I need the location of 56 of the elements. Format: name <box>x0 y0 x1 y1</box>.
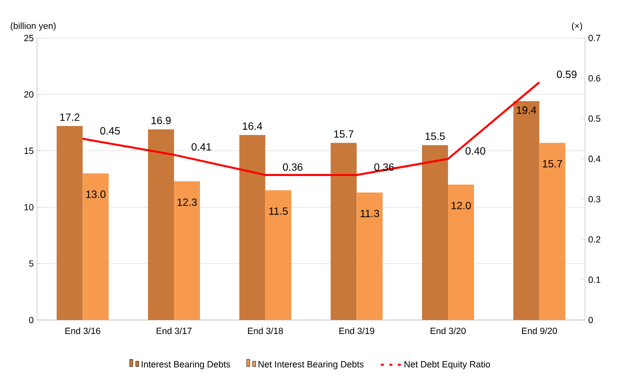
y2-tick-label: 0.6 <box>588 75 600 82</box>
data-label: 16.9 <box>152 116 171 124</box>
y-axis-title: (billion yen) <box>10 22 56 31</box>
y-tick-label: 0 <box>29 316 34 324</box>
bar <box>239 135 266 320</box>
y2-tick-label: 0.5 <box>588 115 600 122</box>
legend-label: Net Interest Bearing Debts <box>258 360 364 370</box>
y2-tick-label: 0.1 <box>588 276 600 283</box>
bar <box>148 129 174 320</box>
data-label: 0.59 <box>556 70 576 78</box>
data-label: 15.5 <box>426 132 445 140</box>
data-label: 0.40 <box>466 147 486 155</box>
data-label: 13.0 <box>86 190 106 198</box>
y-tick-label: 5 <box>29 260 34 267</box>
y2-tick-label: 0.2 <box>588 236 600 243</box>
x-tick-label: End 3/20 <box>430 327 466 334</box>
data-label: 15.7 <box>542 160 562 168</box>
data-label: 12.3 <box>178 198 197 206</box>
data-label: 0.36 <box>374 163 394 171</box>
y2-tick-label: 0.4 <box>588 156 600 162</box>
y-tick-label: 15 <box>24 148 34 154</box>
bar <box>356 192 383 320</box>
y2-tick-label: 0 <box>588 316 593 324</box>
data-label: 19.4 <box>516 106 536 114</box>
legend-label: Interest Bearing Debts <box>142 360 230 370</box>
data-label: 0.41 <box>192 143 212 151</box>
bar <box>539 142 566 320</box>
x-tick-label: End 3/16 <box>65 327 100 334</box>
data-label: 17.2 <box>60 113 80 121</box>
x-tick-label: End 9/20 <box>522 327 557 334</box>
y-tick-label: 20 <box>24 91 34 98</box>
line-series <box>82 81 540 176</box>
x-tick-label: End 3/17 <box>156 327 192 334</box>
data-label: 0.36 <box>282 163 303 171</box>
data-label: 0.45 <box>100 127 120 135</box>
y-tick-label: 25 <box>24 34 34 42</box>
bar <box>82 173 109 320</box>
data-label: 12.0 <box>452 202 471 210</box>
data-label: 16.4 <box>242 122 262 130</box>
bar <box>513 101 540 320</box>
x-tick-label: End 3/19 <box>339 327 374 334</box>
bar <box>330 142 357 320</box>
x-tick-label: End 3/18 <box>248 327 283 334</box>
y-tick-label: 10 <box>24 204 34 210</box>
data-label: 11.3 <box>360 210 380 218</box>
legend-label: Net Debt Equity Ratio <box>404 360 490 370</box>
data-label: 11.5 <box>269 207 288 215</box>
y2-axis-title: (×) <box>572 22 582 31</box>
bar <box>56 126 83 320</box>
y2-tick-label: 0.7 <box>588 34 600 42</box>
bar <box>422 145 448 320</box>
bar <box>448 184 474 320</box>
bar <box>174 181 200 320</box>
data-label: 15.7 <box>334 130 354 138</box>
y2-tick-label: 0.3 <box>588 196 600 202</box>
bar <box>265 190 292 320</box>
